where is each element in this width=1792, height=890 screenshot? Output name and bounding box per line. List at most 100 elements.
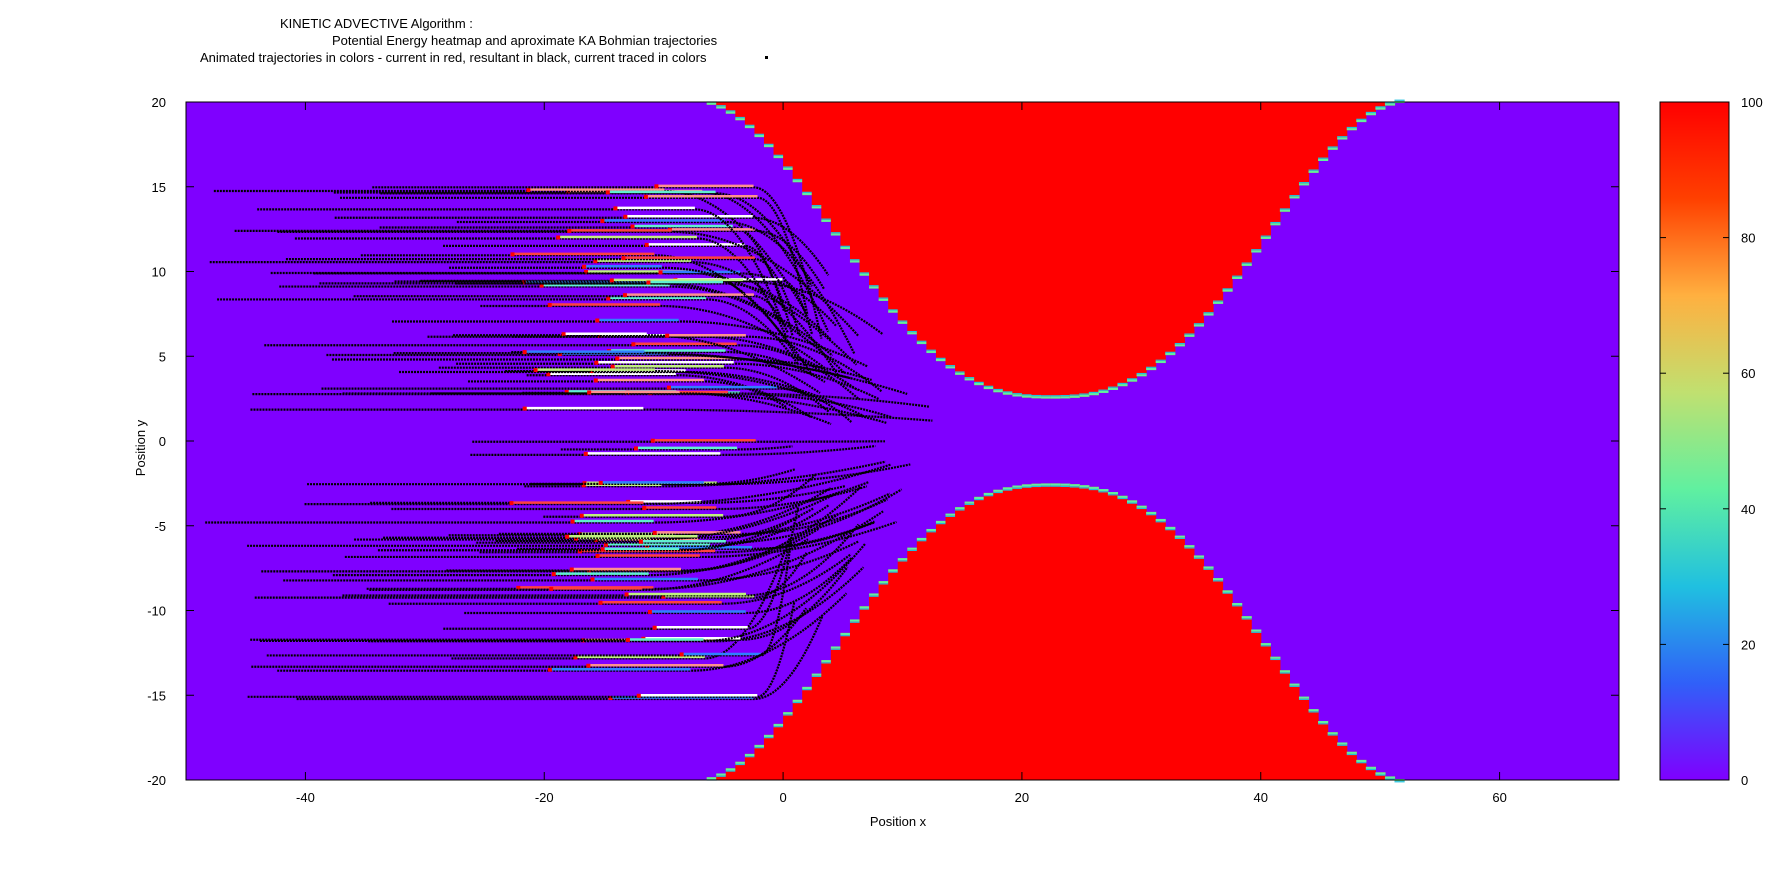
barrier-cell bbox=[763, 102, 775, 148]
barrier-cell bbox=[1222, 590, 1233, 780]
barrier-edge bbox=[926, 350, 937, 354]
barrier-edge bbox=[935, 358, 947, 362]
barrier-edge bbox=[1365, 111, 1376, 114]
barrier-cell bbox=[993, 102, 1004, 393]
current-point bbox=[606, 296, 611, 301]
trajectory bbox=[370, 484, 846, 504]
barrier-edge bbox=[1356, 118, 1367, 120]
barrier-cell bbox=[1060, 102, 1071, 399]
barrier-cell bbox=[1107, 492, 1119, 780]
barrier-edge bbox=[1136, 507, 1147, 510]
barrier-edge bbox=[1012, 485, 1023, 488]
barrier-edge bbox=[869, 286, 880, 289]
barrier-cell bbox=[1203, 102, 1214, 316]
trajectory bbox=[205, 481, 869, 524]
barrier-cell bbox=[907, 102, 918, 335]
barrier-edge bbox=[974, 381, 985, 383]
colorbar bbox=[1659, 101, 1730, 781]
y-tick-label: 0 bbox=[159, 434, 166, 449]
barrier-cell bbox=[821, 660, 832, 780]
barrier-edge bbox=[1127, 379, 1138, 382]
barrier-edge bbox=[1203, 313, 1214, 316]
plot-area bbox=[185, 99, 1620, 783]
barrier-edge bbox=[888, 571, 899, 573]
barrier-edge bbox=[916, 537, 927, 541]
barrier-cell bbox=[1012, 102, 1023, 397]
barrier-edge bbox=[821, 219, 832, 222]
barrier-edge bbox=[869, 595, 880, 597]
title-line-2: Potential Energy heatmap and aproximate … bbox=[332, 33, 718, 48]
y-tick-label: 20 bbox=[152, 95, 166, 110]
barrier-edge bbox=[1318, 723, 1329, 725]
current-point bbox=[636, 693, 641, 698]
barrier-edge bbox=[1155, 518, 1166, 522]
y-tick-label: 5 bbox=[159, 349, 166, 364]
barrier-edge bbox=[1050, 396, 1061, 399]
trajectory bbox=[313, 272, 837, 327]
barrier-edge bbox=[1098, 491, 1109, 493]
barrier-edge bbox=[1260, 235, 1271, 237]
barrier-edge bbox=[1212, 578, 1224, 581]
barrier-edge bbox=[878, 581, 889, 584]
barrier-cell bbox=[983, 102, 994, 390]
barrier-cell bbox=[1184, 545, 1195, 780]
current-point bbox=[547, 667, 552, 672]
barrier-edge bbox=[1031, 485, 1042, 488]
barrier-edge bbox=[964, 503, 975, 505]
current-point bbox=[609, 278, 614, 283]
barrier-cell bbox=[1308, 709, 1319, 780]
barrier-cell bbox=[802, 686, 813, 780]
barrier-edge bbox=[1298, 183, 1310, 186]
barrier-edge bbox=[1375, 772, 1386, 775]
barrier-cell bbox=[1155, 102, 1166, 364]
barrier-edge bbox=[878, 583, 889, 585]
barrier-edge bbox=[840, 245, 851, 247]
barrier-edge bbox=[1088, 391, 1099, 394]
barrier-edge bbox=[907, 547, 918, 550]
barrier-edge bbox=[1079, 487, 1090, 489]
barrier-edge bbox=[1270, 221, 1281, 224]
barrier-edge bbox=[849, 619, 861, 622]
x-axis-label: Position x bbox=[870, 814, 927, 829]
barrier-edge bbox=[802, 686, 813, 690]
barrier-edge bbox=[1346, 751, 1357, 754]
x-tick-label: 0 bbox=[779, 790, 786, 805]
barrier-edge bbox=[1069, 394, 1080, 396]
barrier-cell bbox=[1298, 102, 1310, 186]
barrier-cell bbox=[1212, 102, 1224, 304]
barrier-cell bbox=[1193, 102, 1205, 327]
barrier-edge bbox=[1146, 366, 1157, 368]
barrier-edge bbox=[830, 233, 842, 236]
barrier-cell bbox=[1021, 484, 1033, 780]
trajectory bbox=[321, 387, 853, 423]
barrier-cell bbox=[1041, 102, 1052, 399]
barrier-edge bbox=[1337, 136, 1348, 138]
barrier-cell bbox=[1117, 102, 1128, 387]
barrier-cell bbox=[1012, 485, 1023, 780]
current-point bbox=[600, 218, 605, 223]
barrier-cell bbox=[1021, 102, 1033, 398]
cb-tick-label: 20 bbox=[1741, 637, 1755, 652]
barrier-cell bbox=[1241, 616, 1252, 780]
current-point bbox=[642, 506, 647, 511]
trajectory bbox=[259, 542, 867, 643]
current-point bbox=[595, 318, 600, 323]
barrier-cell bbox=[1031, 102, 1042, 399]
current-point bbox=[647, 609, 652, 614]
barrier-edge bbox=[744, 124, 756, 126]
trajectory bbox=[456, 362, 880, 400]
barrier-cell bbox=[907, 547, 918, 780]
barrier-edge bbox=[1069, 484, 1080, 487]
barrier-edge bbox=[1356, 762, 1367, 764]
barrier-edge bbox=[1356, 119, 1367, 123]
trajectory bbox=[251, 607, 808, 668]
barrier-edge bbox=[1318, 721, 1329, 724]
barrier-edge bbox=[1279, 670, 1291, 673]
barrier-edge bbox=[1222, 592, 1233, 594]
cb-tick-label: 100 bbox=[1741, 95, 1763, 110]
barrier-edge bbox=[1060, 396, 1071, 399]
barrier-cell bbox=[1251, 629, 1262, 780]
barrier-edge bbox=[849, 621, 861, 623]
barrier-edge bbox=[1107, 494, 1119, 496]
barrier-edge bbox=[1365, 113, 1376, 116]
